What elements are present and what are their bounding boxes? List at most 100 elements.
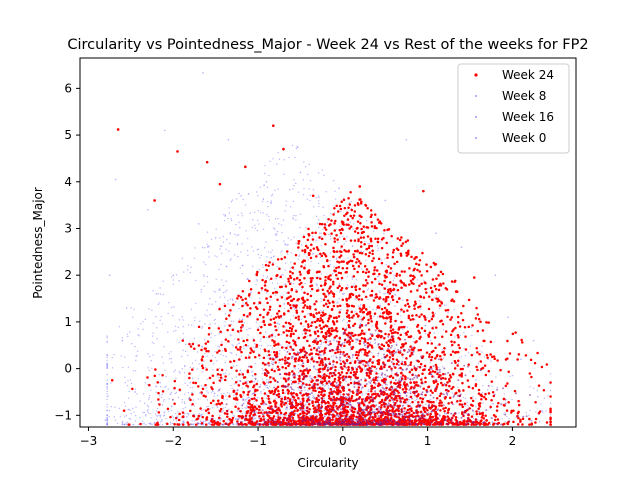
point-rest-weeks — [227, 419, 228, 420]
point-rest-weeks — [283, 347, 284, 348]
point-rest-weeks — [365, 347, 366, 348]
point-week-24 — [188, 343, 191, 346]
point-week-24 — [380, 404, 383, 407]
point-rest-weeks — [435, 313, 436, 314]
point-rest-weeks — [349, 392, 350, 393]
point-rest-weeks — [482, 392, 483, 393]
point-rest-weeks — [365, 332, 366, 333]
point-week-24 — [299, 273, 302, 276]
point-rest-weeks — [318, 172, 319, 173]
point-week-24 — [199, 407, 202, 410]
point-week-16 — [240, 195, 242, 197]
point-rest-weeks — [320, 257, 321, 258]
point-rest-weeks — [330, 235, 331, 236]
point-rest-weeks — [251, 292, 252, 293]
point-week-24 — [201, 422, 204, 425]
point-rest-weeks — [333, 355, 334, 356]
point-week-24 — [246, 339, 249, 342]
point-rest-weeks — [106, 355, 107, 356]
point-rest-weeks — [232, 199, 233, 200]
point-week-24 — [355, 371, 358, 374]
point-rest-weeks — [275, 234, 276, 235]
point-rest-weeks — [265, 241, 266, 242]
point-rest-weeks — [262, 264, 263, 265]
point-rest-weeks — [243, 403, 244, 404]
point-week-24 — [139, 423, 142, 426]
point-rest-weeks — [383, 293, 384, 294]
point-week-24 — [255, 345, 258, 348]
point-rest-weeks — [157, 415, 158, 416]
point-week-24 — [447, 309, 450, 312]
point-rest-weeks — [374, 409, 375, 410]
point-rest-weeks — [204, 275, 205, 276]
point-rest-weeks — [329, 260, 330, 261]
point-rest-weeks — [277, 152, 278, 153]
point-rest-weeks — [383, 349, 384, 350]
point-rest-weeks — [333, 266, 334, 267]
point-rest-weeks — [293, 201, 294, 202]
point-week-24 — [396, 313, 399, 316]
point-rest-weeks — [407, 401, 408, 402]
point-rest-weeks — [106, 374, 107, 375]
point-rest-weeks — [249, 297, 250, 298]
point-week-24 — [234, 406, 237, 409]
point-rest-weeks — [342, 320, 343, 321]
point-rest-weeks — [203, 423, 204, 424]
point-rest-weeks — [408, 399, 409, 400]
point-rest-weeks — [365, 393, 366, 394]
point-week-24 — [428, 320, 431, 323]
point-week-24 — [415, 263, 418, 266]
point-rest-weeks — [304, 408, 305, 409]
point-rest-weeks — [450, 346, 451, 347]
point-rest-weeks — [137, 328, 138, 329]
point-rest-weeks — [124, 356, 125, 357]
point-rest-weeks — [400, 315, 401, 316]
point-rest-weeks — [310, 195, 311, 196]
point-rest-weeks — [159, 320, 160, 321]
point-rest-weeks — [173, 419, 174, 420]
point-week-24 — [476, 351, 479, 354]
point-week-24 — [457, 321, 460, 324]
point-rest-weeks — [531, 420, 532, 421]
point-rest-weeks — [436, 295, 437, 296]
point-rest-weeks — [272, 194, 273, 195]
point-week-24 — [307, 239, 310, 242]
point-rest-weeks — [198, 363, 199, 364]
point-rest-weeks — [170, 422, 171, 423]
point-week-24 — [173, 387, 176, 390]
point-rest-weeks — [113, 354, 114, 355]
point-rest-weeks — [436, 400, 437, 401]
point-week-24 — [357, 240, 360, 243]
point-week-24 — [220, 408, 223, 411]
point-rest-weeks — [271, 195, 272, 196]
point-week-24 — [340, 245, 343, 248]
point-rest-weeks — [207, 315, 208, 316]
point-rest-weeks — [122, 424, 123, 425]
point-week-24 — [397, 237, 400, 240]
point-rest-weeks — [453, 309, 454, 310]
point-rest-weeks — [106, 421, 107, 422]
point-week-24 — [400, 236, 403, 239]
point-rest-weeks — [173, 284, 174, 285]
point-rest-weeks — [323, 310, 324, 311]
point-rest-weeks — [231, 320, 232, 321]
point-rest-weeks — [194, 338, 195, 339]
point-rest-weeks — [301, 303, 302, 304]
point-week-24 — [263, 357, 266, 360]
point-week-24 — [328, 287, 331, 290]
point-rest-weeks — [152, 290, 153, 291]
point-rest-weeks — [356, 279, 357, 280]
point-rest-weeks — [305, 166, 306, 167]
point-week-24 — [494, 419, 497, 422]
point-rest-weeks — [270, 257, 271, 258]
point-rest-weeks — [293, 215, 294, 216]
point-rest-weeks — [262, 378, 263, 379]
point-week-24 — [332, 416, 335, 419]
point-week-24 — [420, 283, 423, 286]
point-rest-weeks — [295, 289, 296, 290]
point-rest-weeks — [138, 335, 139, 336]
point-rest-weeks — [106, 383, 107, 384]
point-week-24 — [218, 417, 221, 420]
point-rest-weeks — [351, 360, 352, 361]
point-rest-weeks — [430, 361, 431, 362]
